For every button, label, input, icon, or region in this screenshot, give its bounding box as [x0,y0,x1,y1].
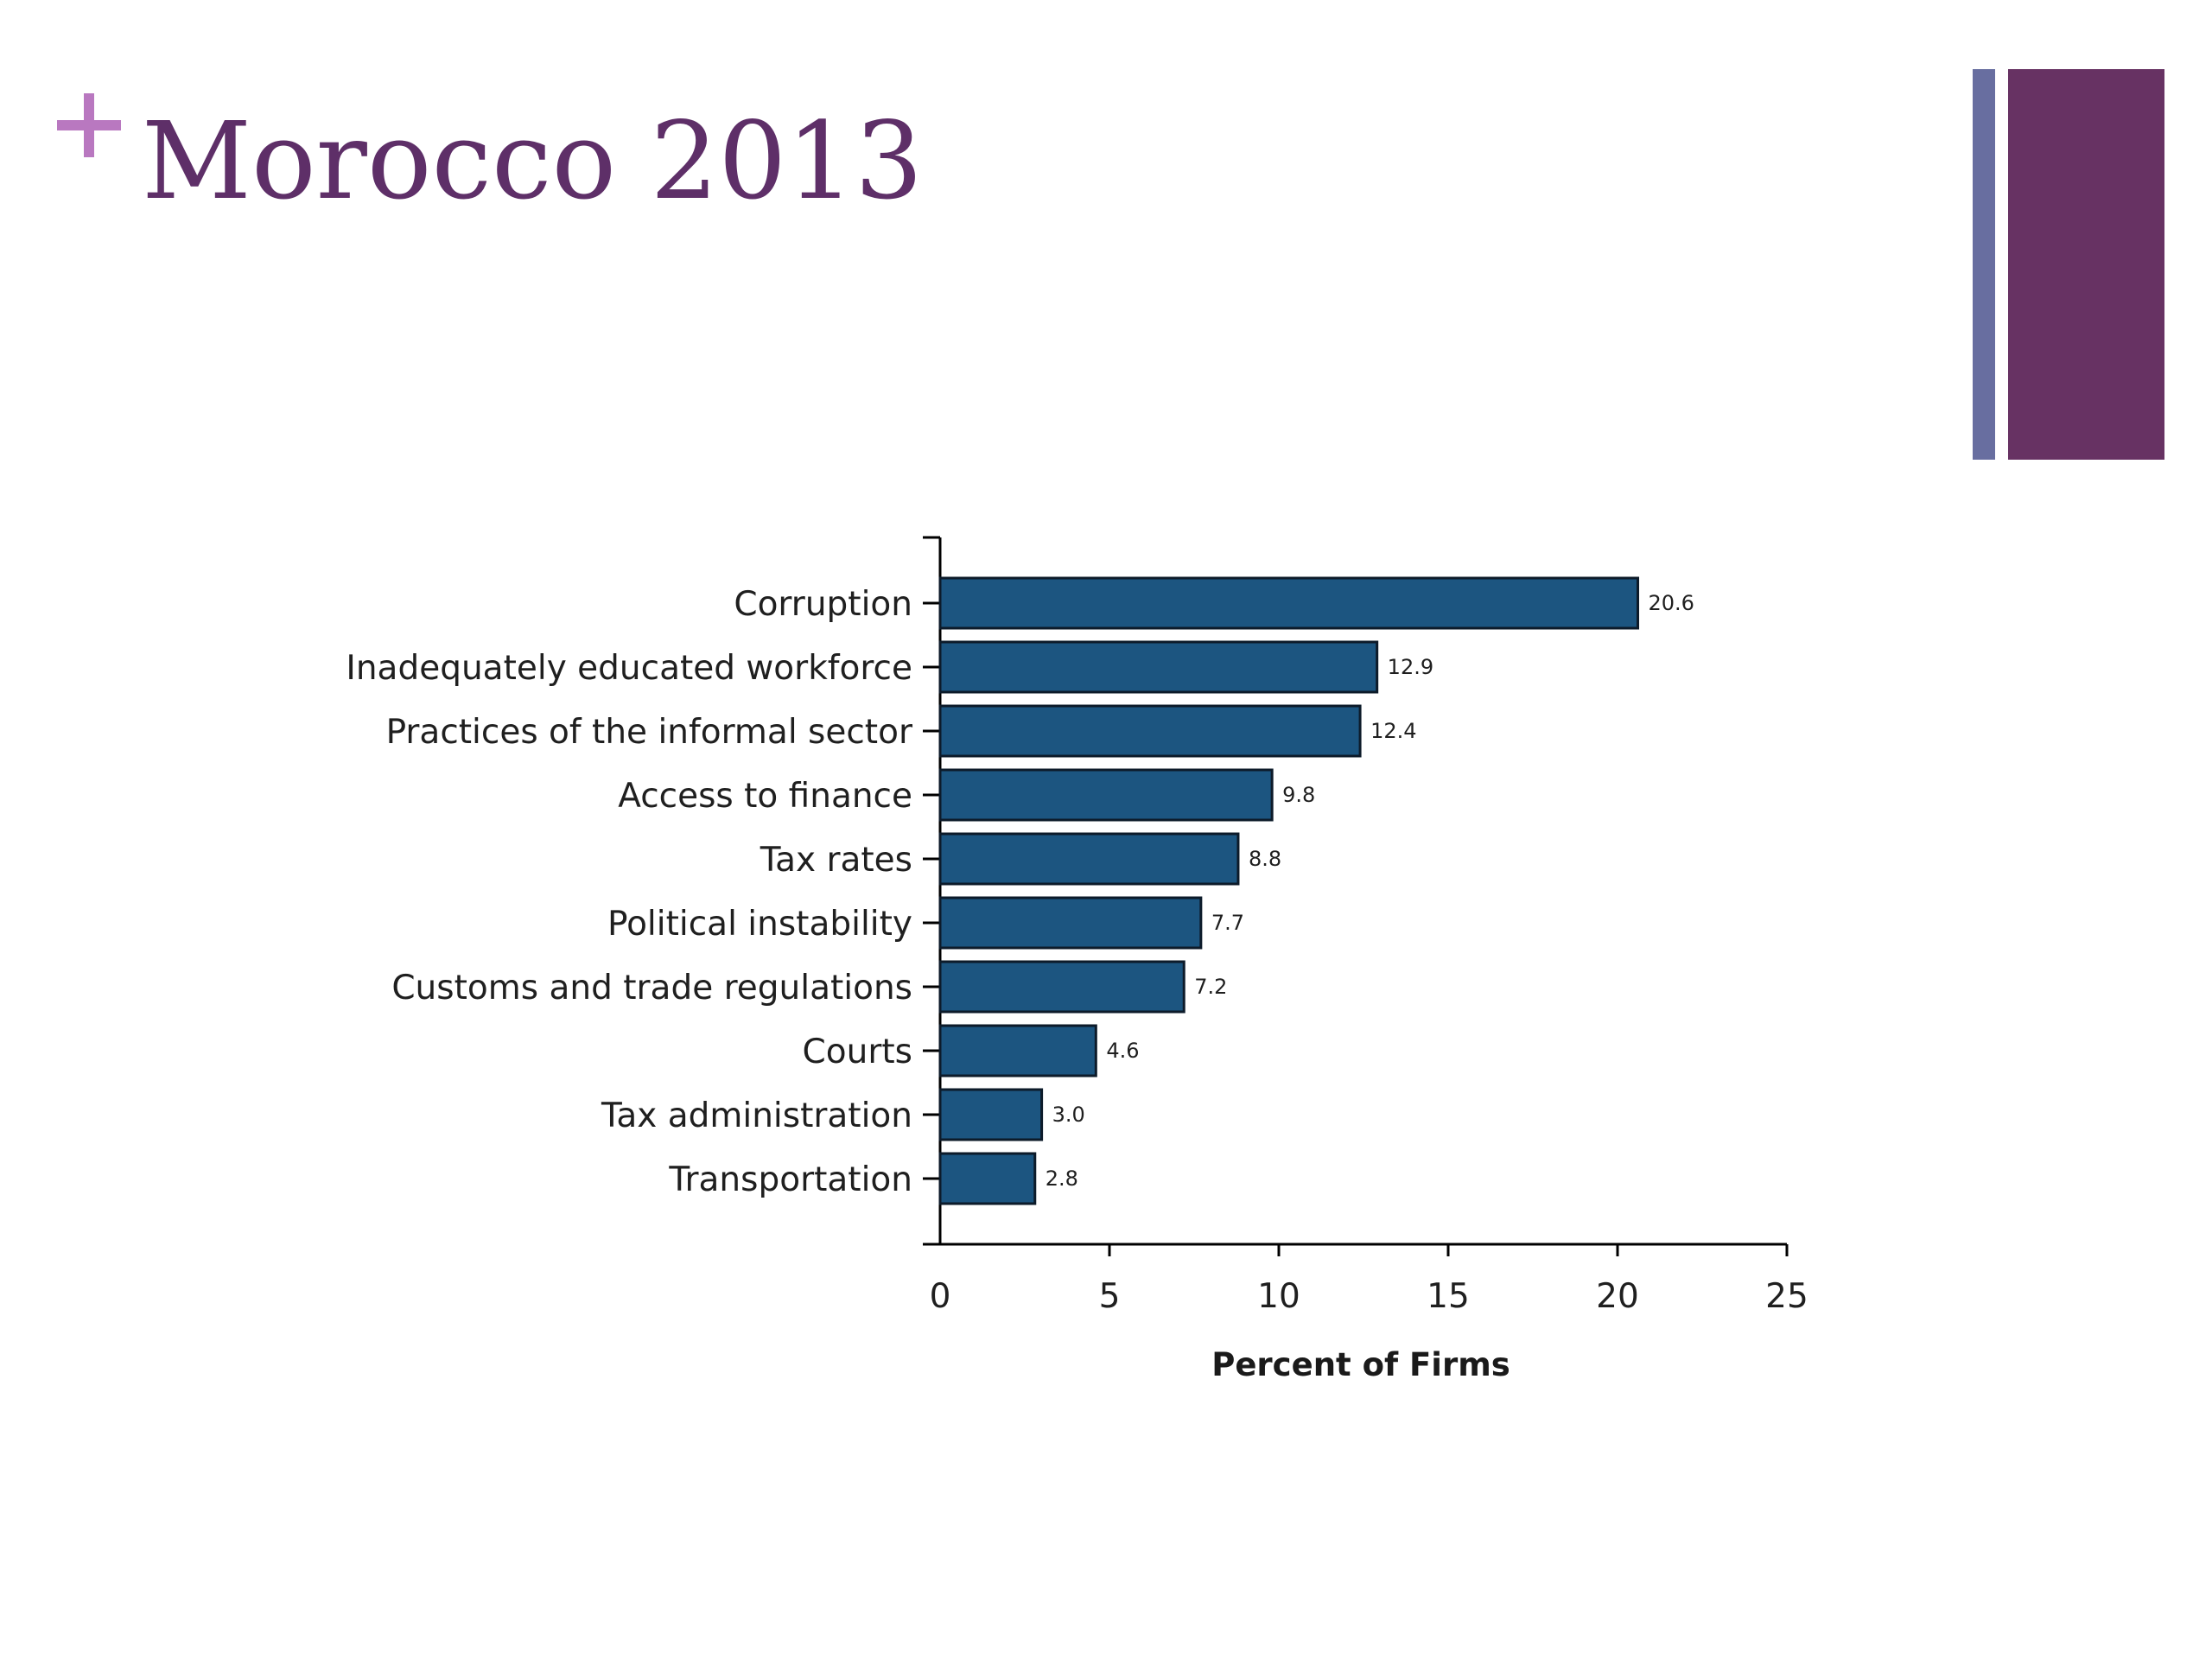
value-label: 2.8 [1046,1166,1078,1191]
category-label: Political instability [607,905,912,944]
category-label: Transportation [668,1160,912,1199]
x-axis-ticks: 0 5 10 15 20 25 [930,1244,1808,1316]
category-label: Customs and trade regulations [391,969,912,1007]
category-label: Tax administration [601,1096,912,1135]
value-label: 9.8 [1282,783,1315,807]
category-label: Access to finance [618,777,912,816]
x-tick-label: 25 [1765,1277,1808,1316]
plus-icon-bar-vertical [84,93,94,157]
category-label: Corruption [734,585,912,624]
value-label: 7.2 [1194,975,1227,999]
bar-2 [938,704,1362,758]
category-label: Courts [803,1033,912,1071]
value-labels: 20.6 12.9 12.4 9.8 8.8 7.7 7.2 4.6 3.0 2.8 [1046,591,1694,1191]
value-label: 12.4 [1370,719,1416,743]
bar-0 [938,576,1640,630]
x-tick-label: 15 [1427,1277,1470,1316]
bar-6 [938,960,1185,1014]
x-tick-label: 20 [1596,1277,1639,1316]
value-label: 4.6 [1106,1039,1139,1063]
bar-3 [938,768,1274,822]
category-label: Inadequately educated workforce [346,649,912,688]
value-label: 12.9 [1388,655,1433,679]
value-label: 20.6 [1649,591,1694,615]
category-labels: Corruption Inadequately educated workforc… [346,585,913,1199]
accent-bar-thin [1973,69,1995,460]
value-label: 7.7 [1211,911,1244,935]
chart-bars [938,576,1640,1205]
x-axis-title: Percent of Firms [1211,1346,1510,1383]
bar-4 [938,832,1240,886]
accent-bar-thick [2008,69,2164,460]
bar-5 [938,896,1203,950]
bar-8 [938,1088,1044,1141]
bar-1 [938,640,1379,694]
x-tick-label: 10 [1257,1277,1300,1316]
x-tick-label: 5 [1099,1277,1121,1316]
x-tick-label: 0 [930,1277,951,1316]
category-label: Practices of the informal sector [386,713,913,752]
slide-title: Morocco 2013 [142,99,924,224]
bar-7 [938,1024,1097,1077]
value-label: 3.0 [1052,1103,1085,1127]
plus-icon [57,93,121,157]
value-label: 8.8 [1249,847,1281,871]
bar-9 [938,1152,1037,1205]
category-label: Tax rates [760,841,912,880]
